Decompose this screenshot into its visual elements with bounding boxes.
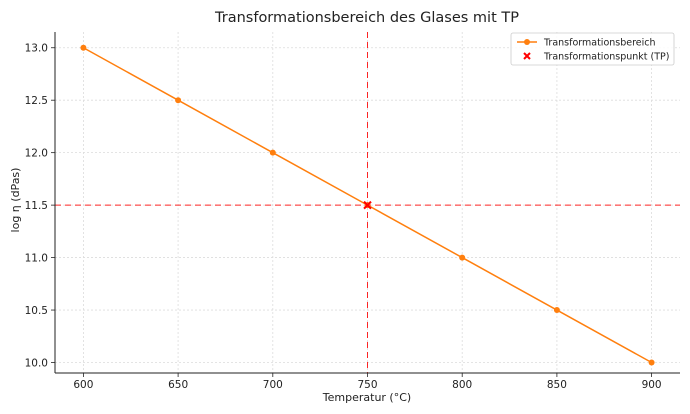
x-tick-label: 700 [263, 379, 283, 391]
x-tick-label: 600 [73, 379, 93, 391]
x-tick-label: 850 [547, 379, 567, 391]
data-point [553, 307, 560, 314]
legend-label: Transformationsbereich [543, 38, 656, 49]
x-tick-label: 650 [168, 379, 188, 391]
x-tick-label: 800 [452, 379, 472, 391]
legend-label: Transformationspunkt (TP) [543, 52, 670, 63]
y-tick-label: 12.5 [25, 95, 48, 107]
series-layer [80, 44, 655, 366]
ticks: 600 650 700 750 800 850 900 10.0 10.5 11.0 11.5 12.… [25, 43, 662, 391]
data-point [269, 149, 276, 156]
legend-marker-swatch [524, 39, 530, 45]
y-tick-label: 11.5 [25, 200, 48, 212]
legend: Transformationsbereich Transformationspun… [510, 32, 675, 66]
data-point [175, 97, 182, 104]
y-tick-label: 13.0 [25, 43, 48, 55]
y-tick-label: 11.0 [25, 252, 48, 264]
y-tick-label: 10.0 [25, 357, 48, 369]
legend-box [510, 32, 675, 66]
chart-title: Transformationsbereich des Glases mit TP [214, 10, 519, 26]
tp-marker-stroke [363, 200, 372, 210]
y-axis-title: log η (dPas) [9, 168, 22, 233]
tp-marker [363, 200, 372, 210]
x-axis-title: Temperatur (°C) [322, 391, 411, 404]
x-tick-label: 750 [357, 379, 377, 391]
data-point [80, 44, 87, 51]
data-point [648, 359, 655, 366]
x-tick-label: 900 [642, 379, 662, 391]
y-tick-label: 12.0 [25, 147, 48, 159]
legend-x-swatch [523, 52, 531, 60]
y-tick-label: 10.5 [25, 305, 48, 317]
data-point [459, 254, 466, 261]
